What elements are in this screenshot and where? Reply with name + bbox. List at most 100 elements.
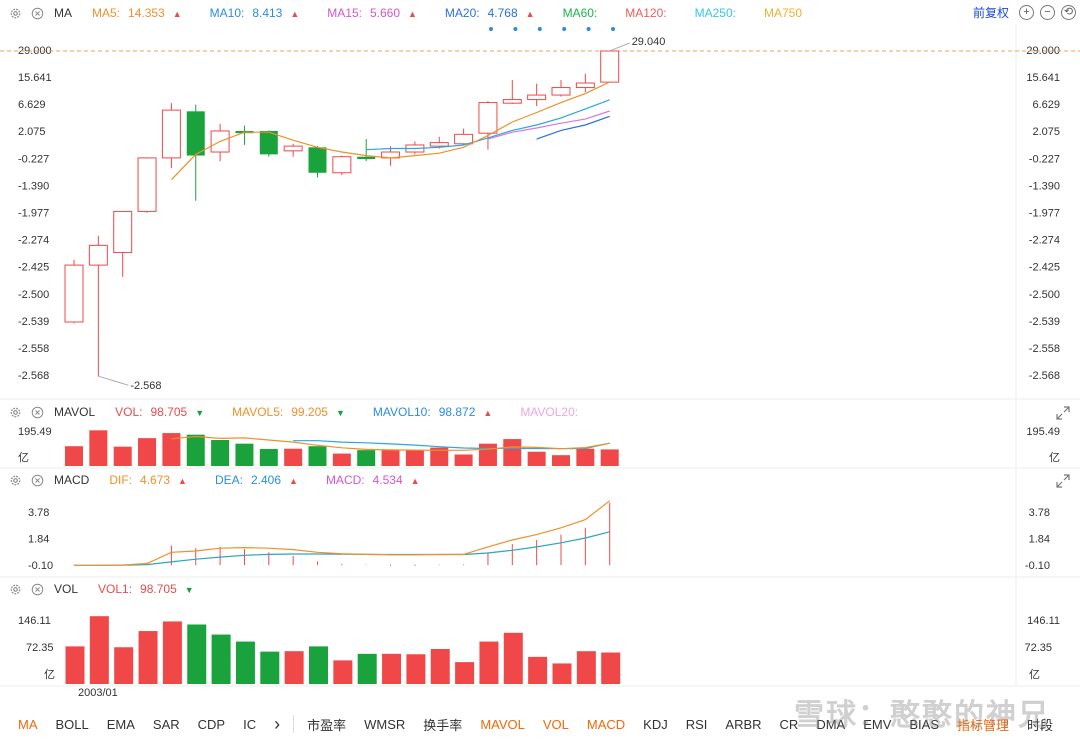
expand-icon[interactable] — [1056, 474, 1070, 488]
y-tick-label: -1.390 — [18, 180, 49, 192]
tab-left-4[interactable]: CDP — [197, 716, 226, 732]
y-tick-label: 亿 — [18, 451, 29, 464]
settings-gear-icon[interactable] — [8, 405, 22, 419]
candle-body — [88, 244, 108, 266]
vol-bar — [406, 654, 426, 684]
settings-gear-icon[interactable] — [8, 6, 22, 20]
candle-body — [64, 264, 84, 323]
legend-label: MA5: — [92, 6, 121, 20]
expand-icon[interactable] — [1056, 406, 1070, 420]
up-arrow-icon: ▲ — [408, 9, 417, 19]
vol-bar — [235, 641, 255, 684]
legend-label: MA60: — [562, 6, 598, 20]
up-arrow-icon: ▲ — [172, 9, 182, 19]
signal-dot — [537, 27, 542, 31]
y-tick-label: -0.10 — [28, 560, 53, 572]
candle-body — [283, 145, 303, 152]
min-annotation-leader — [98, 375, 129, 386]
legend-label: MA15: — [327, 6, 362, 20]
settings-gear-icon[interactable] — [8, 582, 22, 596]
indicator-name: MAVOL — [54, 405, 96, 419]
tab-right-0[interactable]: 市盈率 — [307, 717, 347, 733]
tab-right-5[interactable]: MACD — [586, 716, 626, 732]
dif-line — [74, 500, 611, 566]
chevron-right-icon[interactable]: › — [274, 713, 281, 734]
vol-bar — [528, 656, 548, 684]
tab-right-6[interactable]: KDJ — [643, 716, 668, 732]
tab-right-10[interactable]: DMA — [816, 716, 846, 732]
close-circle-icon[interactable] — [30, 405, 44, 419]
tab-right-7[interactable]: RSI — [685, 716, 708, 732]
down-arrow-icon: ▼ — [195, 408, 205, 418]
legend-label: MA250: — [694, 6, 736, 20]
legend-item: MA250: — [689, 6, 736, 20]
tab-right-11[interactable]: EMV — [863, 716, 892, 732]
adjust-mode-button[interactable]: 前复权 — [972, 5, 1009, 20]
vol-bar — [503, 632, 523, 684]
settings-gear-icon[interactable] — [8, 473, 22, 487]
close-circle-icon[interactable] — [30, 582, 44, 596]
tab-left-2[interactable]: EMA — [106, 716, 135, 732]
vol-bar — [552, 663, 572, 684]
up-arrow-icon: ▲ — [178, 476, 187, 486]
legend-item: MA20: 4.768 ▲ — [439, 6, 535, 20]
tab-left-5[interactable]: IC — [243, 716, 257, 732]
indicator-tabs: MA BOLL EMA SAR CDP IC › 市盈率 WMSR 换手率 MAVOL VOL MACD… — [0, 710, 1080, 738]
indicator-name: MACD — [54, 473, 90, 487]
y-tick-label-right: 亿 — [1029, 668, 1040, 681]
vol-bar — [479, 641, 499, 684]
min-price-label: -2.568 — [130, 380, 161, 392]
signal-dot — [513, 27, 518, 31]
legend-value: 98.705 — [150, 405, 188, 419]
y-tick-label: 195.49 — [18, 426, 52, 438]
legend-value: 99.205 — [291, 405, 328, 419]
x-axis-date-label: 2003/01 — [78, 687, 118, 699]
tab-right-2[interactable]: 换手率 — [423, 717, 463, 733]
legend-item: MA5: 14.353 ▲ — [86, 6, 182, 20]
mavol-bar — [89, 430, 108, 466]
legend-value: 8.413 — [252, 6, 283, 20]
down-arrow-icon: ▼ — [335, 408, 345, 418]
legend-item: MACD: 4.534 ▲ — [320, 473, 420, 487]
y-tick-label: 29.000 — [18, 45, 52, 57]
close-circle-icon[interactable] — [30, 473, 44, 487]
tab-right-4[interactable]: VOL — [542, 716, 569, 732]
tab-left-1[interactable]: BOLL — [55, 716, 89, 732]
vol-bar — [114, 647, 134, 684]
y-tick-label-right: -1.977 — [1029, 208, 1060, 220]
legend-item: MA15: 5.660 ▲ — [321, 6, 417, 20]
tab-right-3[interactable]: MAVOL — [480, 716, 525, 732]
candle-body — [551, 87, 571, 96]
candle-body — [527, 94, 547, 101]
mavol-bar — [284, 448, 303, 466]
mavol-bar — [65, 446, 83, 466]
tab-right-13[interactable]: 指标管理 — [957, 717, 1010, 733]
tab-right-8[interactable]: ARBR — [725, 716, 762, 732]
reset-icon[interactable]: ⟲ — [1061, 4, 1076, 20]
candle-body — [429, 142, 449, 147]
y-tick-label: -0.227 — [18, 153, 49, 165]
y-tick-label-right: -2.425 — [1029, 262, 1060, 274]
ma5-line — [170, 81, 610, 181]
mavol-bar — [308, 446, 327, 466]
up-arrow-icon: ▲ — [525, 9, 535, 19]
tab-right-14[interactable]: 时段 — [1027, 717, 1054, 733]
candle-body — [454, 133, 474, 145]
zoom-out-icon[interactable]: − — [1040, 4, 1055, 20]
tab-right-1[interactable]: WMSR — [364, 716, 406, 732]
tab-right-9[interactable]: CR — [779, 716, 799, 732]
zoom-in-icon[interactable]: + — [1019, 4, 1034, 20]
close-circle-icon[interactable] — [30, 6, 44, 20]
mavol-bar — [332, 453, 351, 466]
tab-left-3[interactable]: SAR — [152, 716, 180, 732]
tab-right-12[interactable]: BIAS — [909, 716, 939, 732]
legend-item: MA60: — [557, 6, 598, 20]
legend-item: VOL: 98.705 ▼ — [109, 405, 204, 419]
y-tick-label: -2.539 — [18, 316, 49, 328]
vol-legend: VOL VOL1: 98.705 ▼ — [0, 577, 216, 601]
tab-left-0[interactable]: MA — [18, 716, 38, 732]
legend-value: 14.353 — [128, 6, 165, 20]
y-tick-label-right: 195.49 — [1026, 426, 1060, 438]
max-price-label: 29.040 — [632, 36, 666, 48]
